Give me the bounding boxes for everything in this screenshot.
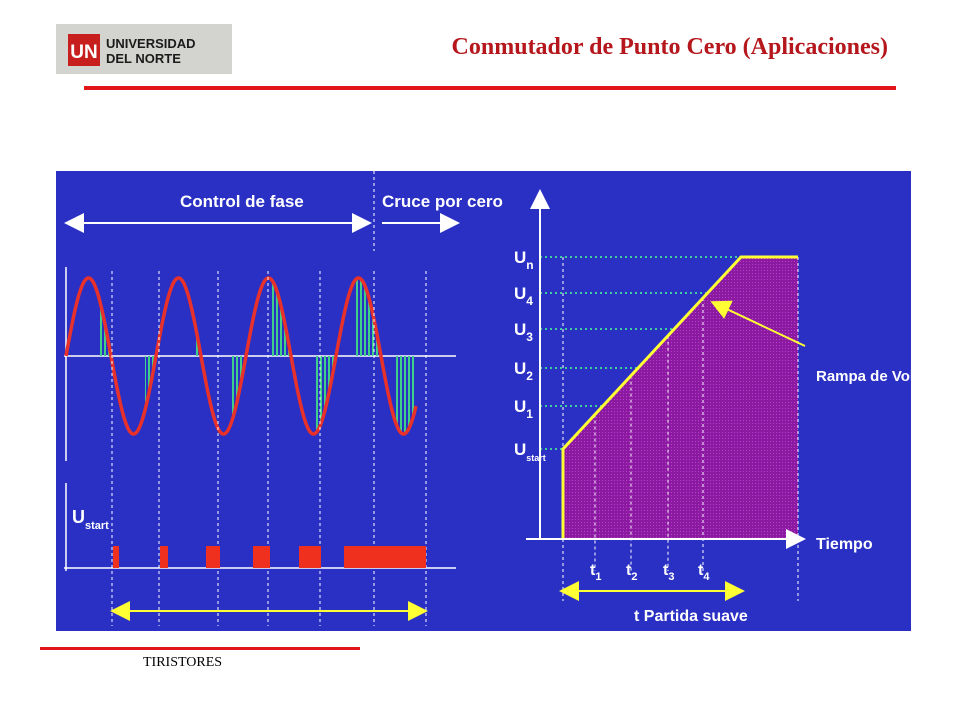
gate-pulse [160,546,168,568]
voltage-levels: Un U4 U3 U2 U1 Ustart [514,248,741,463]
logo-mark [68,34,100,66]
zero-cross-label: Cruce por cero [382,192,503,211]
gate-pulse [299,546,321,568]
level-label: Ustart [514,440,546,463]
title-underline [84,86,896,90]
sine-wave [64,276,418,436]
zero-cross-diagram: Control de fase Cruce por cero Ustart Un… [56,171,911,631]
level-label: U4 [514,284,533,308]
conduction-segment [354,278,381,356]
logo-line2: DEL NORTE [106,51,181,66]
gate-pulse [344,546,426,568]
footer-text: TIRISTORES [143,655,223,670]
time-marks: t1 t2 t3 t4 [562,257,799,601]
phase-control-label: Control de fase [180,192,304,211]
voltage-ramp-line [561,255,798,539]
gate-pulse [113,546,119,568]
trigger-guides [111,271,427,626]
time-mark-label: t2 [626,562,637,583]
time-mark-label: t1 [590,562,601,583]
time-axis-label: Tiempo [816,536,873,553]
university-logo: UN UNIVERSIDAD DEL NORTE [56,24,232,74]
time-mark-label: t3 [663,562,674,583]
ramp-callout-arrow [710,300,806,347]
footer-rule [40,647,360,650]
gate-pulse [206,546,220,568]
ustart-pulse-label: Ustart [72,507,109,532]
level-label: U2 [514,359,533,383]
gate-pulses [113,546,426,568]
gate-pulse [253,546,270,568]
soft-start-label: t Partida suave [634,608,748,625]
logo-line1: UNIVERSIDAD [106,36,196,51]
slide-title: Conmutador de Punto Cero (Aplicaciones) [451,34,888,60]
level-label: U1 [514,397,533,421]
ramp-area [563,257,798,539]
logo-initials: UN [70,42,97,63]
level-label: U3 [514,320,533,344]
level-label: Un [514,248,534,272]
time-mark-label: t4 [698,562,710,583]
ramp-label: Rampa de Voltaje [816,368,911,385]
conduction-segment [396,356,416,434]
